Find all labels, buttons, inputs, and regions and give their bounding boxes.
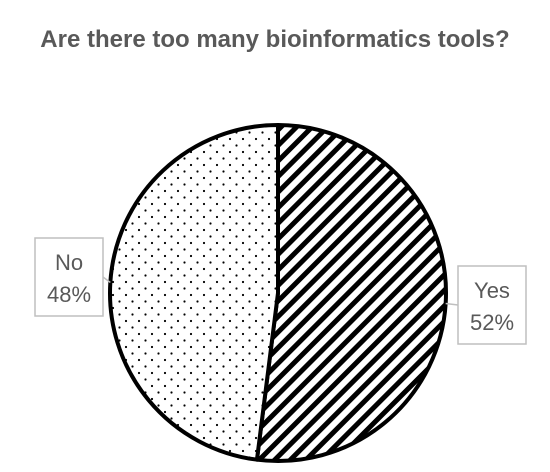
data-label-box (34, 237, 104, 317)
data-label-category: No (55, 250, 83, 275)
data-label-box (457, 265, 527, 345)
data-labels: Yes 52% No 48% (34, 237, 527, 345)
data-label-value: 48% (47, 282, 91, 307)
data-label-no: No 48% (34, 237, 111, 317)
chart-title: Are there too many bioinformatics tools? (40, 26, 509, 53)
data-label-yes: Yes 52% (445, 265, 527, 345)
leader-line (102, 276, 111, 284)
pie-slice-yes (254, 123, 448, 463)
data-label-category: Yes (474, 278, 510, 303)
leader-line (445, 302, 459, 306)
pie-slice-no (108, 123, 280, 462)
pie-slices (108, 123, 448, 463)
data-label-value: 52% (470, 310, 514, 335)
